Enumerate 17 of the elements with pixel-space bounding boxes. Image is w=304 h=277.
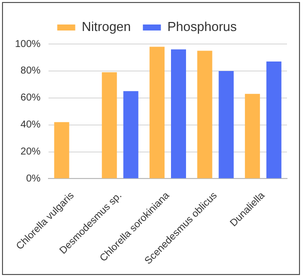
legend-label: Phosphorus	[167, 19, 238, 34]
y-tick-label: 60%	[20, 92, 41, 104]
bar	[244, 94, 260, 178]
bar	[150, 46, 165, 178]
bar	[197, 50, 212, 178]
y-tick-label: 40%	[20, 120, 41, 131]
y-tick-label: 0%	[26, 173, 41, 184]
bar	[102, 72, 117, 178]
y-tick-label: 20%	[20, 146, 41, 158]
bar	[123, 91, 138, 178]
legend-label: Nitrogen	[82, 19, 131, 34]
bar	[218, 70, 234, 178]
bar	[171, 49, 186, 178]
y-tick-label: 100%	[15, 38, 41, 50]
bar	[266, 62, 282, 178]
bar	[54, 122, 70, 178]
y-tick-label: 80%	[20, 66, 41, 77]
